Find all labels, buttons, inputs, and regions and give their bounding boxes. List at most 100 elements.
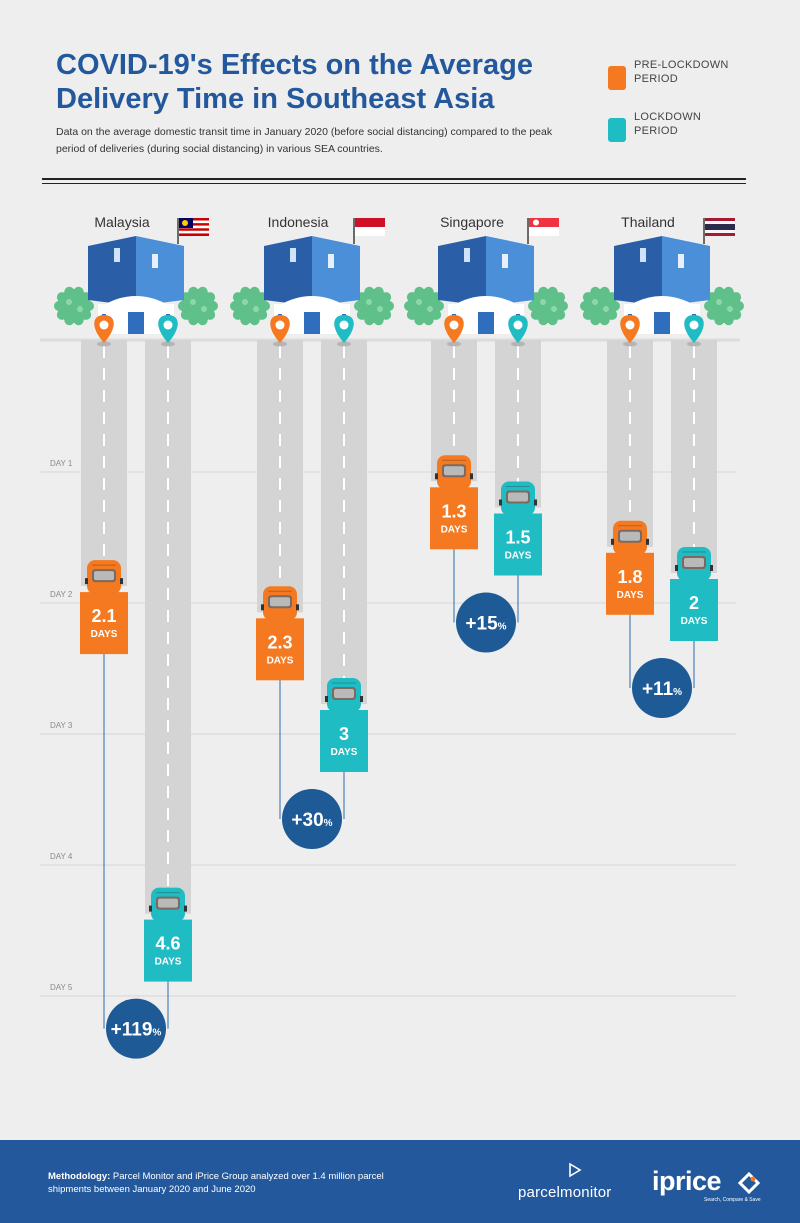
location-pin-icon	[94, 315, 114, 347]
tick-label-day-4: DAY 4	[50, 852, 73, 861]
flag-stripe	[179, 225, 209, 229]
parcelmonitor-logo-icon	[569, 1162, 582, 1178]
tree-highlight	[551, 306, 557, 312]
increase-badge	[106, 998, 166, 1059]
delivery-van-icon	[435, 455, 473, 490]
value-label-lockdown: 2	[689, 593, 699, 613]
tree-leaf	[590, 315, 601, 326]
value-label-pre-lockdown: 2.3	[267, 632, 292, 652]
flag-stripe	[705, 227, 735, 230]
tree-highlight	[201, 306, 207, 312]
tree-highlight	[416, 299, 422, 305]
warehouse-building-icon	[614, 236, 710, 334]
tree-leaf	[431, 309, 442, 320]
delivery-van-icon	[149, 887, 187, 922]
building-awning	[628, 296, 696, 306]
country-group-malaysia: Malaysia 2.1 DAYS 4.6 DAYS +119%	[54, 214, 218, 1059]
pin-hole	[625, 320, 635, 330]
tree-leaf	[240, 286, 251, 297]
tree-leaf	[188, 286, 199, 297]
tree-leaf	[64, 286, 75, 297]
pin-hole	[689, 320, 699, 330]
van-windshield-glass	[158, 898, 178, 908]
unit-label-lockdown: DAYS	[505, 551, 532, 562]
delivery-time-chart: DAY 1 DAY 2 DAY 3 DAY 4 DAY 5 Malaysia 2.1 DAYS…	[40, 214, 744, 1059]
building-window	[152, 254, 158, 268]
van-mirror	[149, 905, 152, 912]
building-door	[654, 312, 670, 334]
pin-hole	[513, 320, 523, 330]
tree-leaf	[205, 292, 216, 303]
unit-label-pre-lockdown: DAYS	[91, 629, 118, 640]
pin-shadow	[623, 341, 637, 347]
flag-crescent	[533, 219, 539, 226]
building-door	[304, 312, 320, 334]
delivery-van-icon	[325, 678, 363, 712]
tree-leaf	[723, 315, 734, 326]
tree-leaf	[208, 301, 218, 311]
increase-badge	[632, 658, 692, 718]
country-label: Singapore	[440, 214, 504, 230]
tree-leaf	[547, 315, 558, 326]
tree-highlight	[77, 306, 83, 312]
increase-label: +30%	[291, 810, 332, 831]
tree-icon	[528, 286, 568, 326]
tree-leaf	[54, 301, 64, 311]
value-box-pre-lockdown	[430, 487, 478, 550]
legend-item-lockdown: LOCKDOWN PERIOD	[608, 108, 788, 148]
building-door	[478, 312, 494, 334]
increase-label: +11%	[642, 679, 682, 700]
unit-label-lockdown: DAYS	[155, 957, 182, 968]
building-window	[640, 248, 646, 262]
tree-highlight	[242, 299, 248, 305]
tree-highlight	[540, 299, 546, 305]
building-door	[128, 312, 144, 334]
tree-leaf	[599, 315, 610, 326]
flag-stripe	[179, 218, 209, 221]
tree-leaf	[384, 301, 394, 311]
tree-leaf	[180, 309, 191, 320]
pin-shadow	[511, 341, 525, 347]
legend-item-pre-lockdown: PRE-LOCKDOWN PERIOD	[608, 56, 788, 96]
van-mirror	[646, 538, 649, 545]
value-box-lockdown	[670, 579, 718, 641]
tree-highlight	[592, 299, 598, 305]
building-window	[114, 248, 120, 262]
header-divider-thin	[42, 183, 746, 184]
country-group-singapore: Singapore 1.3 DAYS 1.5 DAYS +15%	[404, 214, 568, 653]
location-pin-icon	[158, 315, 178, 347]
tree-leaf	[558, 301, 568, 311]
parcelmonitor-logo: parcelmonitor	[518, 1184, 612, 1201]
van-mirror	[120, 578, 123, 585]
tree-leaf	[555, 292, 566, 303]
tree-leaf	[188, 315, 199, 326]
delivery-van-icon	[499, 481, 537, 516]
value-box-pre-lockdown	[256, 618, 304, 681]
tree-leaf	[734, 301, 744, 311]
value-box-lockdown	[320, 710, 368, 772]
tree-leaf	[73, 286, 84, 297]
flag-red-band	[355, 218, 385, 227]
tree-leaf	[232, 292, 243, 303]
pin-hole	[339, 320, 349, 330]
flag-stripe	[705, 218, 735, 221]
footer: Methodology: Parcel Monitor and iPrice G…	[0, 1140, 800, 1223]
tree-highlight	[253, 306, 259, 312]
increase-value: +15	[465, 614, 498, 635]
van-mirror	[435, 473, 438, 480]
pin-shadow	[161, 341, 175, 347]
increase-value: +30	[291, 810, 323, 831]
tick-label-day-1: DAY 1	[50, 459, 73, 468]
tree-leaf	[704, 301, 714, 311]
delivery-van-icon	[85, 560, 123, 595]
increase-value: +119	[111, 1020, 153, 1041]
tree-leaf	[240, 315, 251, 326]
increase-unit: %	[324, 818, 333, 829]
tree-leaf	[406, 292, 417, 303]
van-mirror	[85, 578, 88, 585]
van-mirror	[325, 696, 328, 702]
unit-label-pre-lockdown: DAYS	[267, 655, 294, 666]
tree-leaf	[434, 301, 444, 311]
location-pin-icon	[684, 315, 704, 347]
flag-crescent	[182, 220, 188, 226]
